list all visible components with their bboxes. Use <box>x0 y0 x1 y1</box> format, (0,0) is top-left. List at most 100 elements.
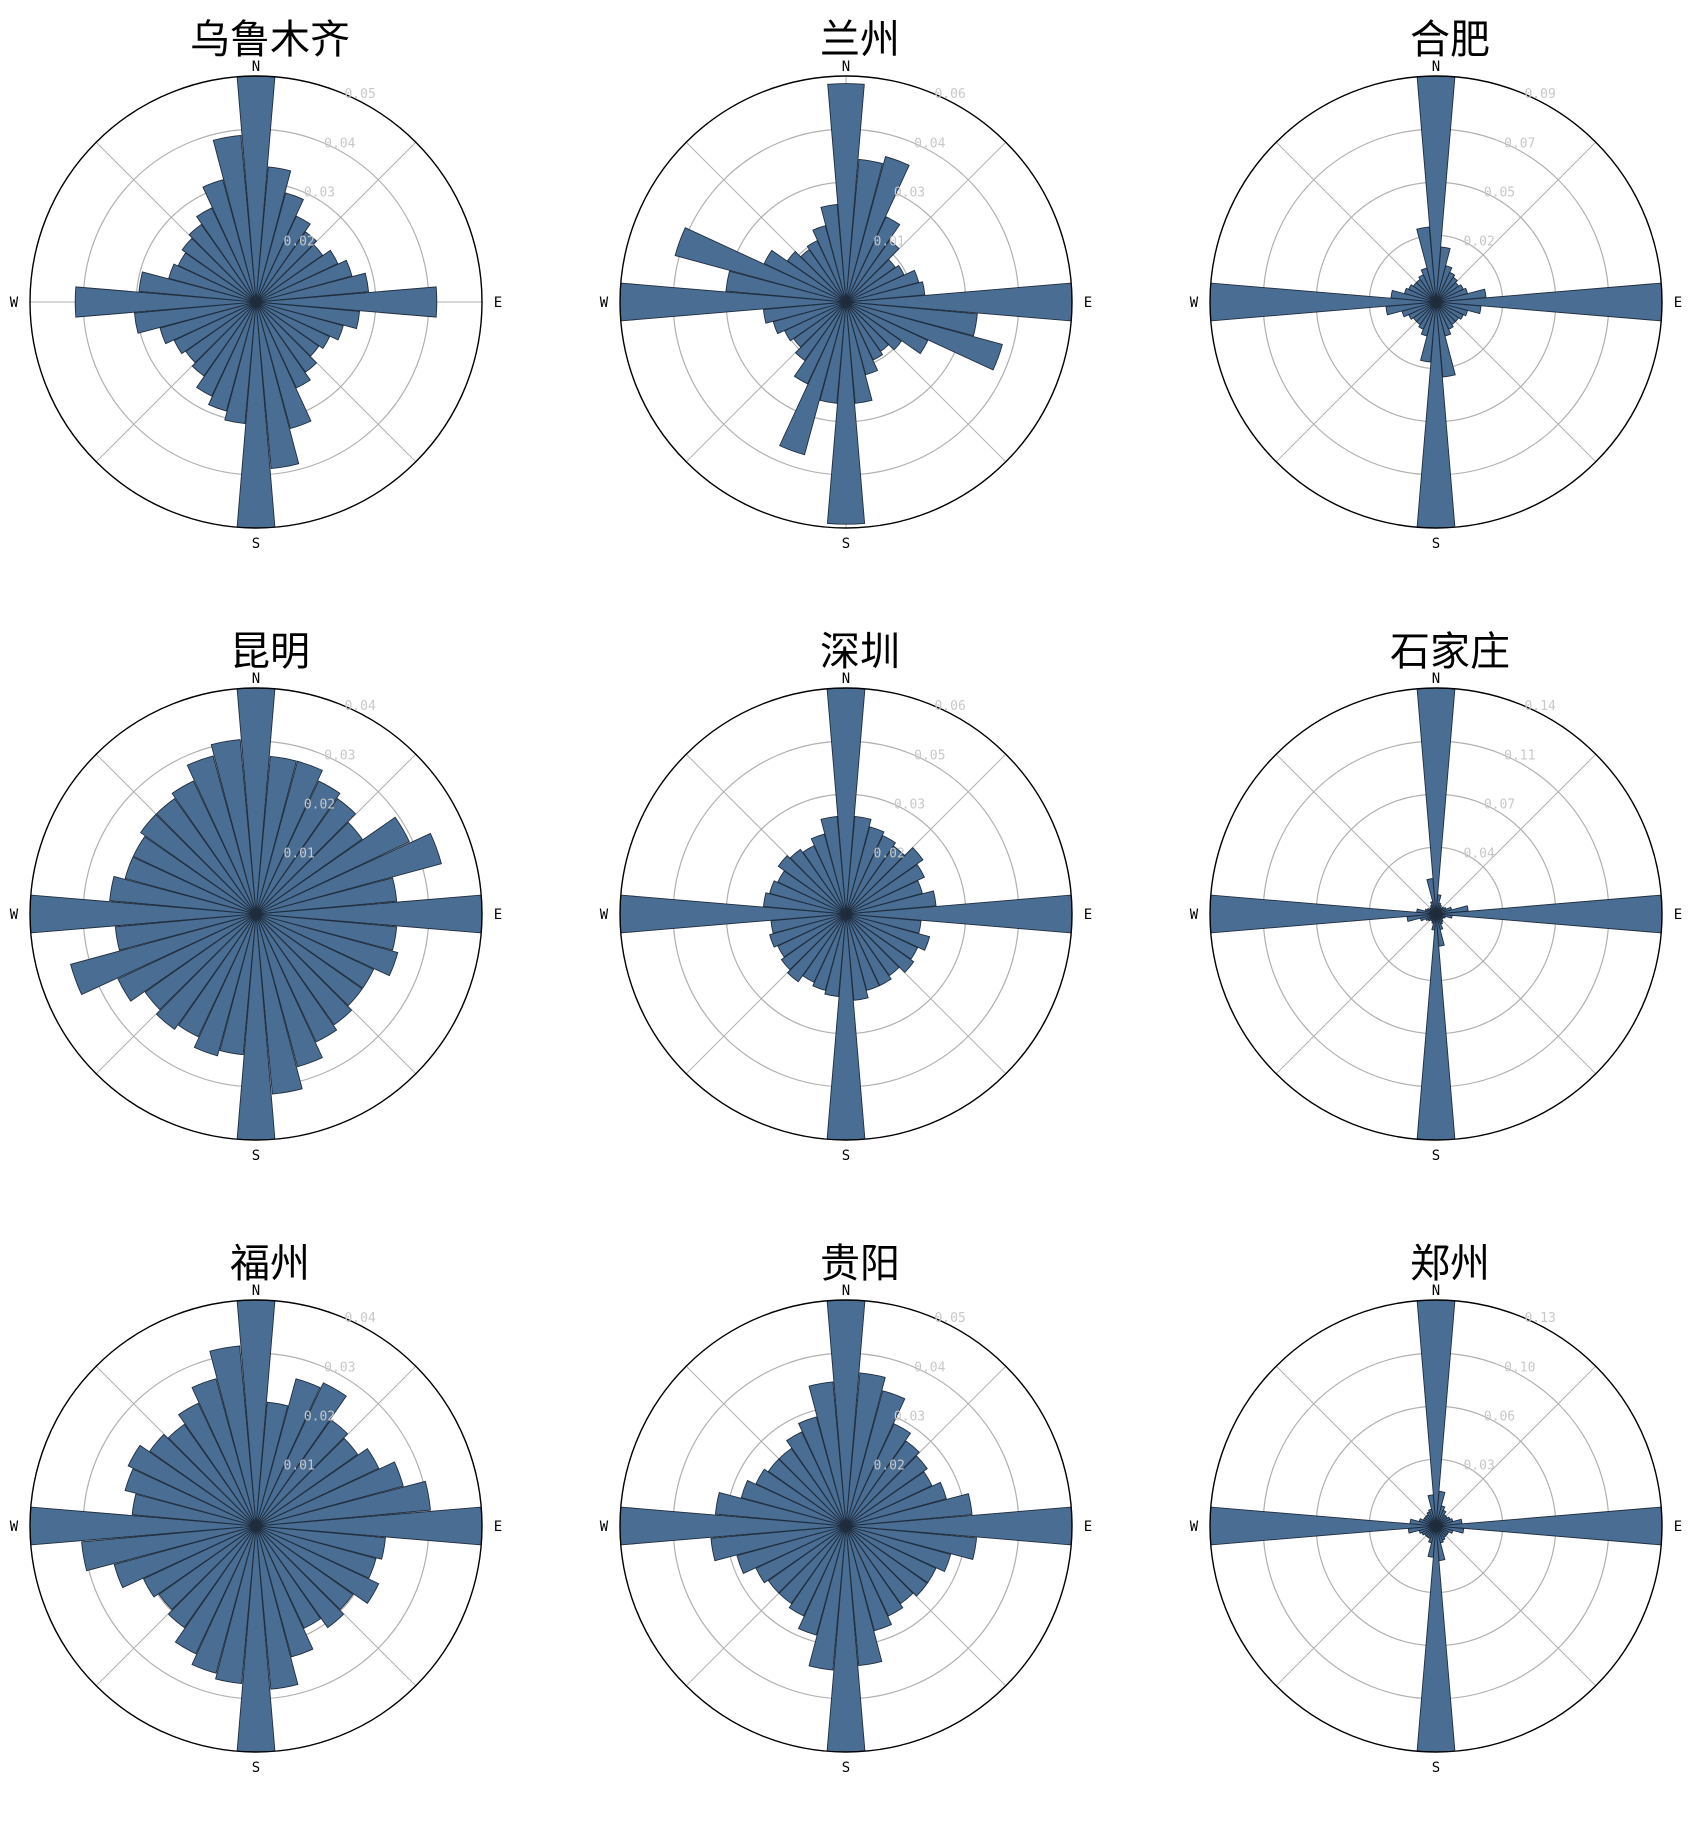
wind-bar <box>820 815 847 915</box>
radial-tick-label: 0.02 <box>304 797 335 812</box>
direction-label: S <box>1432 1148 1440 1164</box>
wind-bar <box>255 1525 314 1658</box>
wind-bar <box>777 913 847 958</box>
wind-rose-panel: 福州 0.04 0.03 0.02 0.01 N E S W <box>10 1241 510 1842</box>
radial-tick-label: 0.01 <box>874 234 905 249</box>
wind-bar <box>255 192 304 303</box>
wind-bar <box>191 1525 257 1674</box>
wind-bar <box>74 286 257 318</box>
wind-bar <box>144 913 257 1011</box>
radial-tick-label: 0.14 <box>1524 699 1555 714</box>
radial-tick-label: 0.02 <box>284 234 315 249</box>
radial-tick-label: 0.03 <box>324 1360 355 1375</box>
wind-bar <box>777 854 847 915</box>
direction-label: S <box>1432 1760 1440 1776</box>
wind-bar <box>255 832 442 915</box>
wind-bar <box>193 913 257 1057</box>
angular-gridline <box>1275 913 1437 1075</box>
wind-bar <box>845 826 885 915</box>
wind-bar <box>786 1431 847 1527</box>
direction-label: S <box>842 1148 850 1164</box>
polar-frame <box>1209 687 1663 1141</box>
wind-bar <box>109 875 257 915</box>
wind-bar <box>255 913 338 1043</box>
wind-bar <box>845 1525 937 1584</box>
wind-bar <box>769 913 847 948</box>
wind-bar <box>845 1471 933 1527</box>
bar-group <box>30 688 482 1140</box>
panel-title: 合肥 <box>1410 17 1490 63</box>
wind-rose-panel: 乌鲁木齐 0.05 0.04 0.03 0.02 N E S W <box>10 17 510 618</box>
wind-bar <box>798 1525 847 1636</box>
wind-bar <box>255 1525 380 1605</box>
wind-bar <box>845 913 880 991</box>
wind-bar <box>255 913 353 1026</box>
wind-bar <box>845 913 869 1001</box>
wind-bar <box>124 1468 257 1527</box>
wind-bar <box>131 1493 257 1527</box>
polar-frame <box>1209 75 1663 529</box>
direction-label: E <box>1084 907 1092 923</box>
polar-frame <box>29 75 483 529</box>
wind-bar <box>81 1525 257 1572</box>
wind-bar <box>845 1423 912 1527</box>
wind-bar <box>202 179 257 303</box>
wind-bar <box>1435 894 1662 934</box>
wind-rose-panel: 贵阳 0.05 0.04 0.03 0.02 N E S W <box>600 1241 1100 1842</box>
wind-bar <box>845 863 925 915</box>
wind-bar <box>777 870 847 915</box>
wind-bar <box>255 1525 345 1629</box>
wind-bar <box>191 301 257 377</box>
wind-bar <box>806 240 847 303</box>
wind-bar <box>210 739 257 915</box>
wind-bar <box>845 1525 893 1632</box>
wind-bar <box>802 913 847 983</box>
wind-rose-panel: 兰州 0.06 0.04 0.03 0.01 N E S W <box>600 17 1100 618</box>
radial-tick-label: 0.02 <box>874 846 905 861</box>
wind-bar <box>786 250 847 303</box>
wind-bar <box>1416 688 1456 915</box>
wind-bar <box>845 1372 886 1527</box>
wind-bar <box>159 301 257 345</box>
direction-label: E <box>1084 295 1092 311</box>
direction-label: N <box>1432 1283 1440 1299</box>
wind-bar <box>1416 913 1456 1140</box>
wind-bar <box>255 913 323 1068</box>
wind-bar <box>255 913 303 1095</box>
wind-bar <box>770 913 847 934</box>
radial-tick-label: 0.03 <box>324 748 355 763</box>
wind-bar <box>255 1525 377 1579</box>
wind-bar <box>778 1447 847 1527</box>
wind-bar <box>786 913 847 983</box>
panel-title: 昆明 <box>230 629 310 675</box>
polar-frame <box>619 75 1073 529</box>
bar-group <box>1210 1300 1662 1752</box>
polar-plot: 0.04 0.03 0.02 0.01 N E S W <box>10 671 502 1164</box>
radial-tick-label: 0.02 <box>874 1458 905 1473</box>
polar-frame <box>619 1299 1073 1753</box>
wind-bar <box>255 1480 431 1527</box>
radial-tick-label: 0.03 <box>304 185 335 200</box>
wind-bar <box>812 913 847 991</box>
wind-bar <box>808 1381 847 1527</box>
direction-label: S <box>252 536 260 552</box>
wind-bar <box>255 1525 386 1560</box>
direction-label: W <box>600 1519 609 1535</box>
wind-bar <box>255 780 341 915</box>
wind-bar <box>255 215 311 303</box>
wind-bar <box>845 301 873 404</box>
wind-bar <box>255 1419 349 1527</box>
wind-bar <box>845 1481 947 1527</box>
wind-bar <box>1416 1525 1456 1752</box>
wind-bar <box>845 1525 928 1597</box>
wind-bar <box>1210 894 1437 934</box>
radial-tick-label: 0.04 <box>914 1360 945 1375</box>
wind-bar <box>255 816 410 915</box>
polar-plot: 0.05 0.04 0.03 0.02 N E S W <box>10 59 502 552</box>
wind-bar <box>845 1525 883 1667</box>
wind-bar <box>800 249 847 303</box>
radial-tick-label: 0.01 <box>284 846 315 861</box>
wind-bar <box>845 835 897 915</box>
bar-group <box>1210 76 1662 528</box>
wind-bar <box>215 1525 257 1685</box>
